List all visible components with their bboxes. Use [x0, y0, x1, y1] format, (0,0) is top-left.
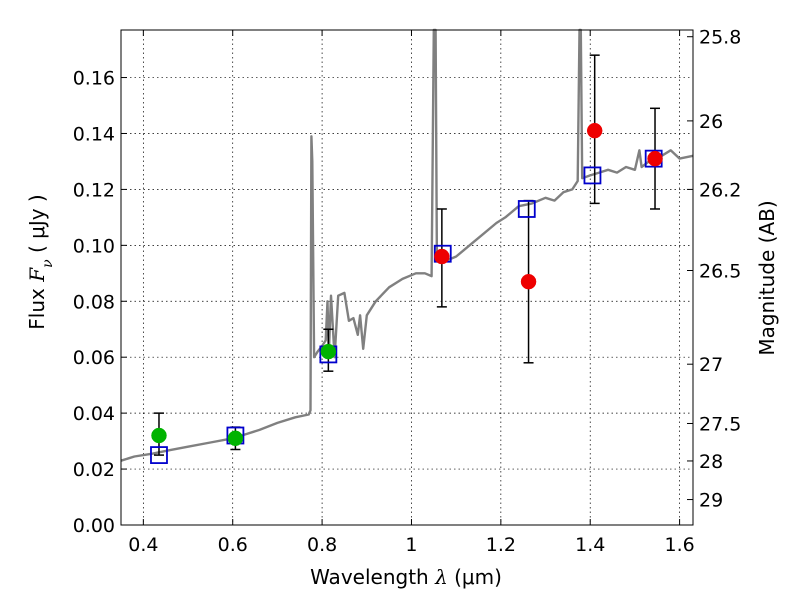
y-tick-label: 0.16 — [73, 68, 115, 90]
model-spectrum-line — [120, 28, 694, 462]
y2-tick-label: 29 — [699, 490, 723, 512]
x-tick-label: 0.6 — [218, 534, 248, 556]
y-tick-label: 0.14 — [73, 123, 115, 145]
y-tick-label: 0.08 — [73, 291, 115, 313]
x-tick-label: 1.2 — [486, 534, 516, 556]
y2-tick-label: 28 — [699, 451, 723, 473]
y-tick-label: 0.12 — [73, 179, 115, 201]
spectrum-layer — [120, 28, 694, 462]
plot-frame — [120, 29, 694, 526]
red-data-point — [647, 150, 663, 167]
model-photometry-square — [150, 446, 168, 464]
y2-tick-label: 27 — [699, 354, 723, 376]
green-data-point — [151, 427, 167, 444]
y-axis-title: Flux Fν ( μJy ) — [25, 194, 56, 329]
y2-tick-label: 26.2 — [699, 179, 741, 201]
y-tick-label: 0.04 — [73, 403, 115, 425]
y2-axis-title: Magnitude (AB) — [755, 200, 779, 355]
model-photometry-square — [583, 166, 602, 185]
y2-tick-label: 27.5 — [699, 413, 741, 435]
marker-layer — [150, 122, 663, 464]
red-data-point — [520, 273, 537, 290]
green-data-point — [320, 343, 337, 360]
y2-tick-label: 26.5 — [699, 261, 741, 283]
grid-layer — [121, 30, 693, 525]
x-tick-label: 0.4 — [128, 534, 158, 556]
x-tick-label: 1 — [405, 534, 417, 556]
red-data-point — [434, 248, 450, 265]
y-tick-label: 0.10 — [73, 235, 115, 257]
model-photometry-square — [517, 200, 536, 218]
y2-tick-label: 26 — [699, 111, 723, 133]
x-tick-label: 1.4 — [575, 534, 605, 556]
y-tick-label: 0.00 — [73, 515, 115, 537]
y-tick-label: 0.02 — [73, 459, 115, 481]
y2-tick-label: 25.8 — [699, 27, 741, 49]
x-tick-label: 0.8 — [307, 534, 337, 556]
red-data-point — [586, 122, 603, 139]
errorbar-layer — [153, 54, 661, 456]
x-tick-label: 1.6 — [664, 534, 694, 556]
tick-layer: 0.4 0.6 0.8 1 1.2 1.4 1.6 0.00 0.02 0.04 0.06 0.08 0… — [73, 27, 742, 556]
x-axis-title: Wavelength λ (μm) — [310, 565, 502, 589]
green-data-point — [227, 430, 244, 447]
y-tick-label: 0.06 — [73, 347, 115, 369]
